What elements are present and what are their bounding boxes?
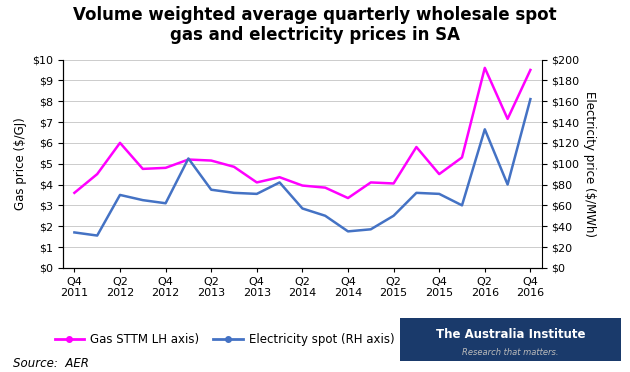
Y-axis label: Gas price ($/GJ): Gas price ($/GJ) [14, 117, 26, 210]
Text: Research that matters.: Research that matters. [462, 348, 559, 357]
Legend: Gas STTM LH axis), Electricity spot (RH axis): Gas STTM LH axis), Electricity spot (RH … [50, 329, 399, 351]
Text: Volume weighted average quarterly wholesale spot
gas and electricity prices in S: Volume weighted average quarterly wholes… [73, 6, 557, 44]
Y-axis label: Electricity price ($/MWh): Electricity price ($/MWh) [583, 91, 597, 237]
Text: Source:  AER: Source: AER [13, 357, 88, 370]
Text: The Australia Institute: The Australia Institute [435, 328, 585, 341]
